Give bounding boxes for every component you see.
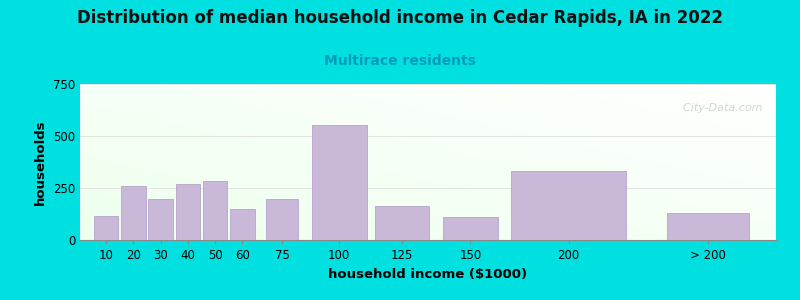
- Text: Distribution of median household income in Cedar Rapids, IA in 2022: Distribution of median household income …: [77, 9, 723, 27]
- Text: Multirace residents: Multirace residents: [324, 54, 476, 68]
- Bar: [121, 186, 146, 240]
- Bar: [511, 171, 626, 240]
- Bar: [667, 213, 749, 240]
- Bar: [94, 216, 118, 240]
- Text: City-Data.com: City-Data.com: [675, 103, 762, 113]
- Bar: [443, 217, 498, 240]
- Bar: [266, 200, 298, 240]
- Bar: [148, 200, 173, 240]
- Bar: [175, 184, 200, 240]
- Bar: [374, 206, 430, 240]
- X-axis label: household income ($1000): household income ($1000): [329, 268, 527, 281]
- Bar: [230, 209, 254, 240]
- Bar: [312, 124, 366, 240]
- Bar: [203, 181, 227, 240]
- Y-axis label: households: households: [34, 119, 47, 205]
